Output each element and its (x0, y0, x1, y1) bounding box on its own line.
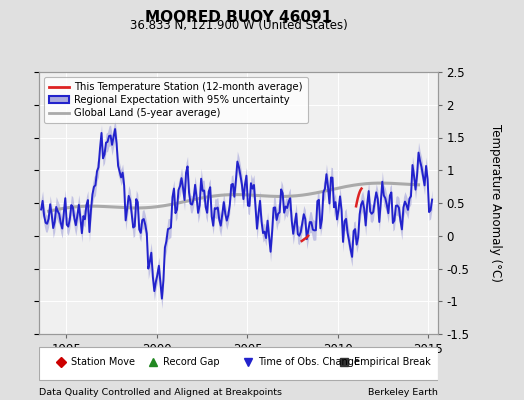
Text: 36.833 N, 121.900 W (United States): 36.833 N, 121.900 W (United States) (129, 19, 347, 32)
Text: Time of Obs. Change: Time of Obs. Change (258, 357, 360, 367)
Legend: This Temperature Station (12-month average), Regional Expectation with 95% uncer: This Temperature Station (12-month avera… (45, 77, 308, 123)
Y-axis label: Temperature Anomaly (°C): Temperature Anomaly (°C) (489, 124, 502, 282)
Text: MOORED BUOY 46091: MOORED BUOY 46091 (145, 10, 332, 25)
FancyBboxPatch shape (39, 347, 438, 380)
Text: Berkeley Earth: Berkeley Earth (368, 388, 438, 397)
Text: Empirical Break: Empirical Break (354, 357, 431, 367)
Text: Data Quality Controlled and Aligned at Breakpoints: Data Quality Controlled and Aligned at B… (39, 388, 282, 397)
Text: Record Gap: Record Gap (163, 357, 220, 367)
Text: Station Move: Station Move (71, 357, 135, 367)
